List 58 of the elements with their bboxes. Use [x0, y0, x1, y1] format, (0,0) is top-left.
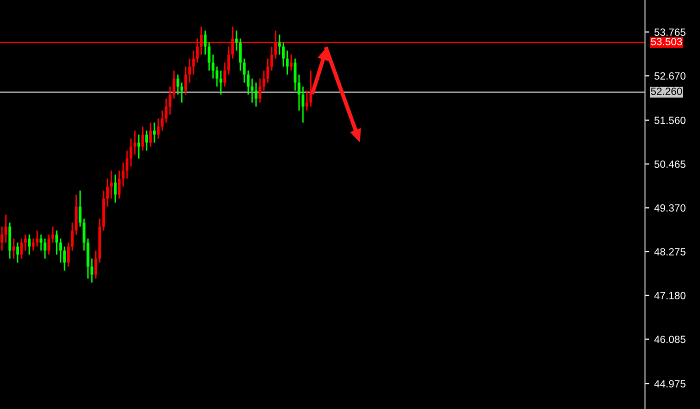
y-tick-label: 52.670 [654, 72, 686, 80]
y-tick-label: 47.180 [654, 292, 686, 300]
candlestick [114, 174, 117, 204]
candlestick [160, 110, 164, 132]
candlestick [36, 230, 39, 248]
candlestick [149, 122, 152, 148]
candlestick [133, 130, 136, 156]
candlestick [122, 162, 125, 188]
candlestick [24, 234, 27, 252]
candlestick [28, 234, 31, 256]
candlestick [266, 58, 270, 84]
ref-line-label: 52.260 [650, 88, 682, 95]
candlestick [16, 242, 19, 264]
candlestick [74, 194, 78, 236]
y-tick-label: 44.975 [654, 380, 686, 388]
candlestick [290, 54, 293, 72]
y-tick-label: 46.085 [654, 336, 686, 344]
candlestick [208, 42, 211, 72]
candlestick [254, 82, 258, 108]
candlestick [4, 214, 8, 244]
y-tick-label: 53.765 [654, 28, 686, 36]
candlestick [20, 238, 23, 260]
candlestick [32, 238, 35, 252]
candlestick [94, 250, 98, 280]
candlestick [55, 230, 58, 256]
candlestick [180, 82, 184, 104]
candlestick [156, 118, 160, 140]
candlestick [250, 78, 254, 104]
candlestick [12, 238, 16, 260]
ref-line-label: 53.503 [650, 38, 682, 46]
candlestick [246, 70, 250, 96]
candlestick [286, 50, 289, 76]
candlestick [137, 134, 140, 160]
y-tick-label: 48.275 [654, 248, 686, 256]
candlestick [153, 122, 156, 144]
candlestick [176, 74, 180, 96]
candlestick [219, 70, 222, 96]
candlestick [110, 170, 113, 200]
candlestick [172, 70, 176, 100]
candlestick [40, 234, 42, 252]
candlestick [145, 130, 148, 152]
y-tick-label: 49.370 [654, 204, 686, 212]
candlestick [302, 86, 304, 124]
candlestick [51, 226, 54, 244]
candlestick [164, 98, 168, 124]
candlestick [184, 66, 188, 96]
candlestick [47, 234, 50, 256]
candlestick [204, 30, 207, 56]
y-tick-label: 50.465 [654, 160, 686, 168]
candlestick [294, 58, 297, 92]
candlestick [270, 46, 274, 72]
candlestick [118, 170, 121, 200]
candlestick [305, 90, 308, 112]
candlestick [44, 238, 46, 260]
candlestick [141, 126, 144, 152]
candlestick [8, 222, 12, 260]
candlestick [223, 62, 226, 88]
y-tick-label: 51.560 [654, 116, 686, 124]
